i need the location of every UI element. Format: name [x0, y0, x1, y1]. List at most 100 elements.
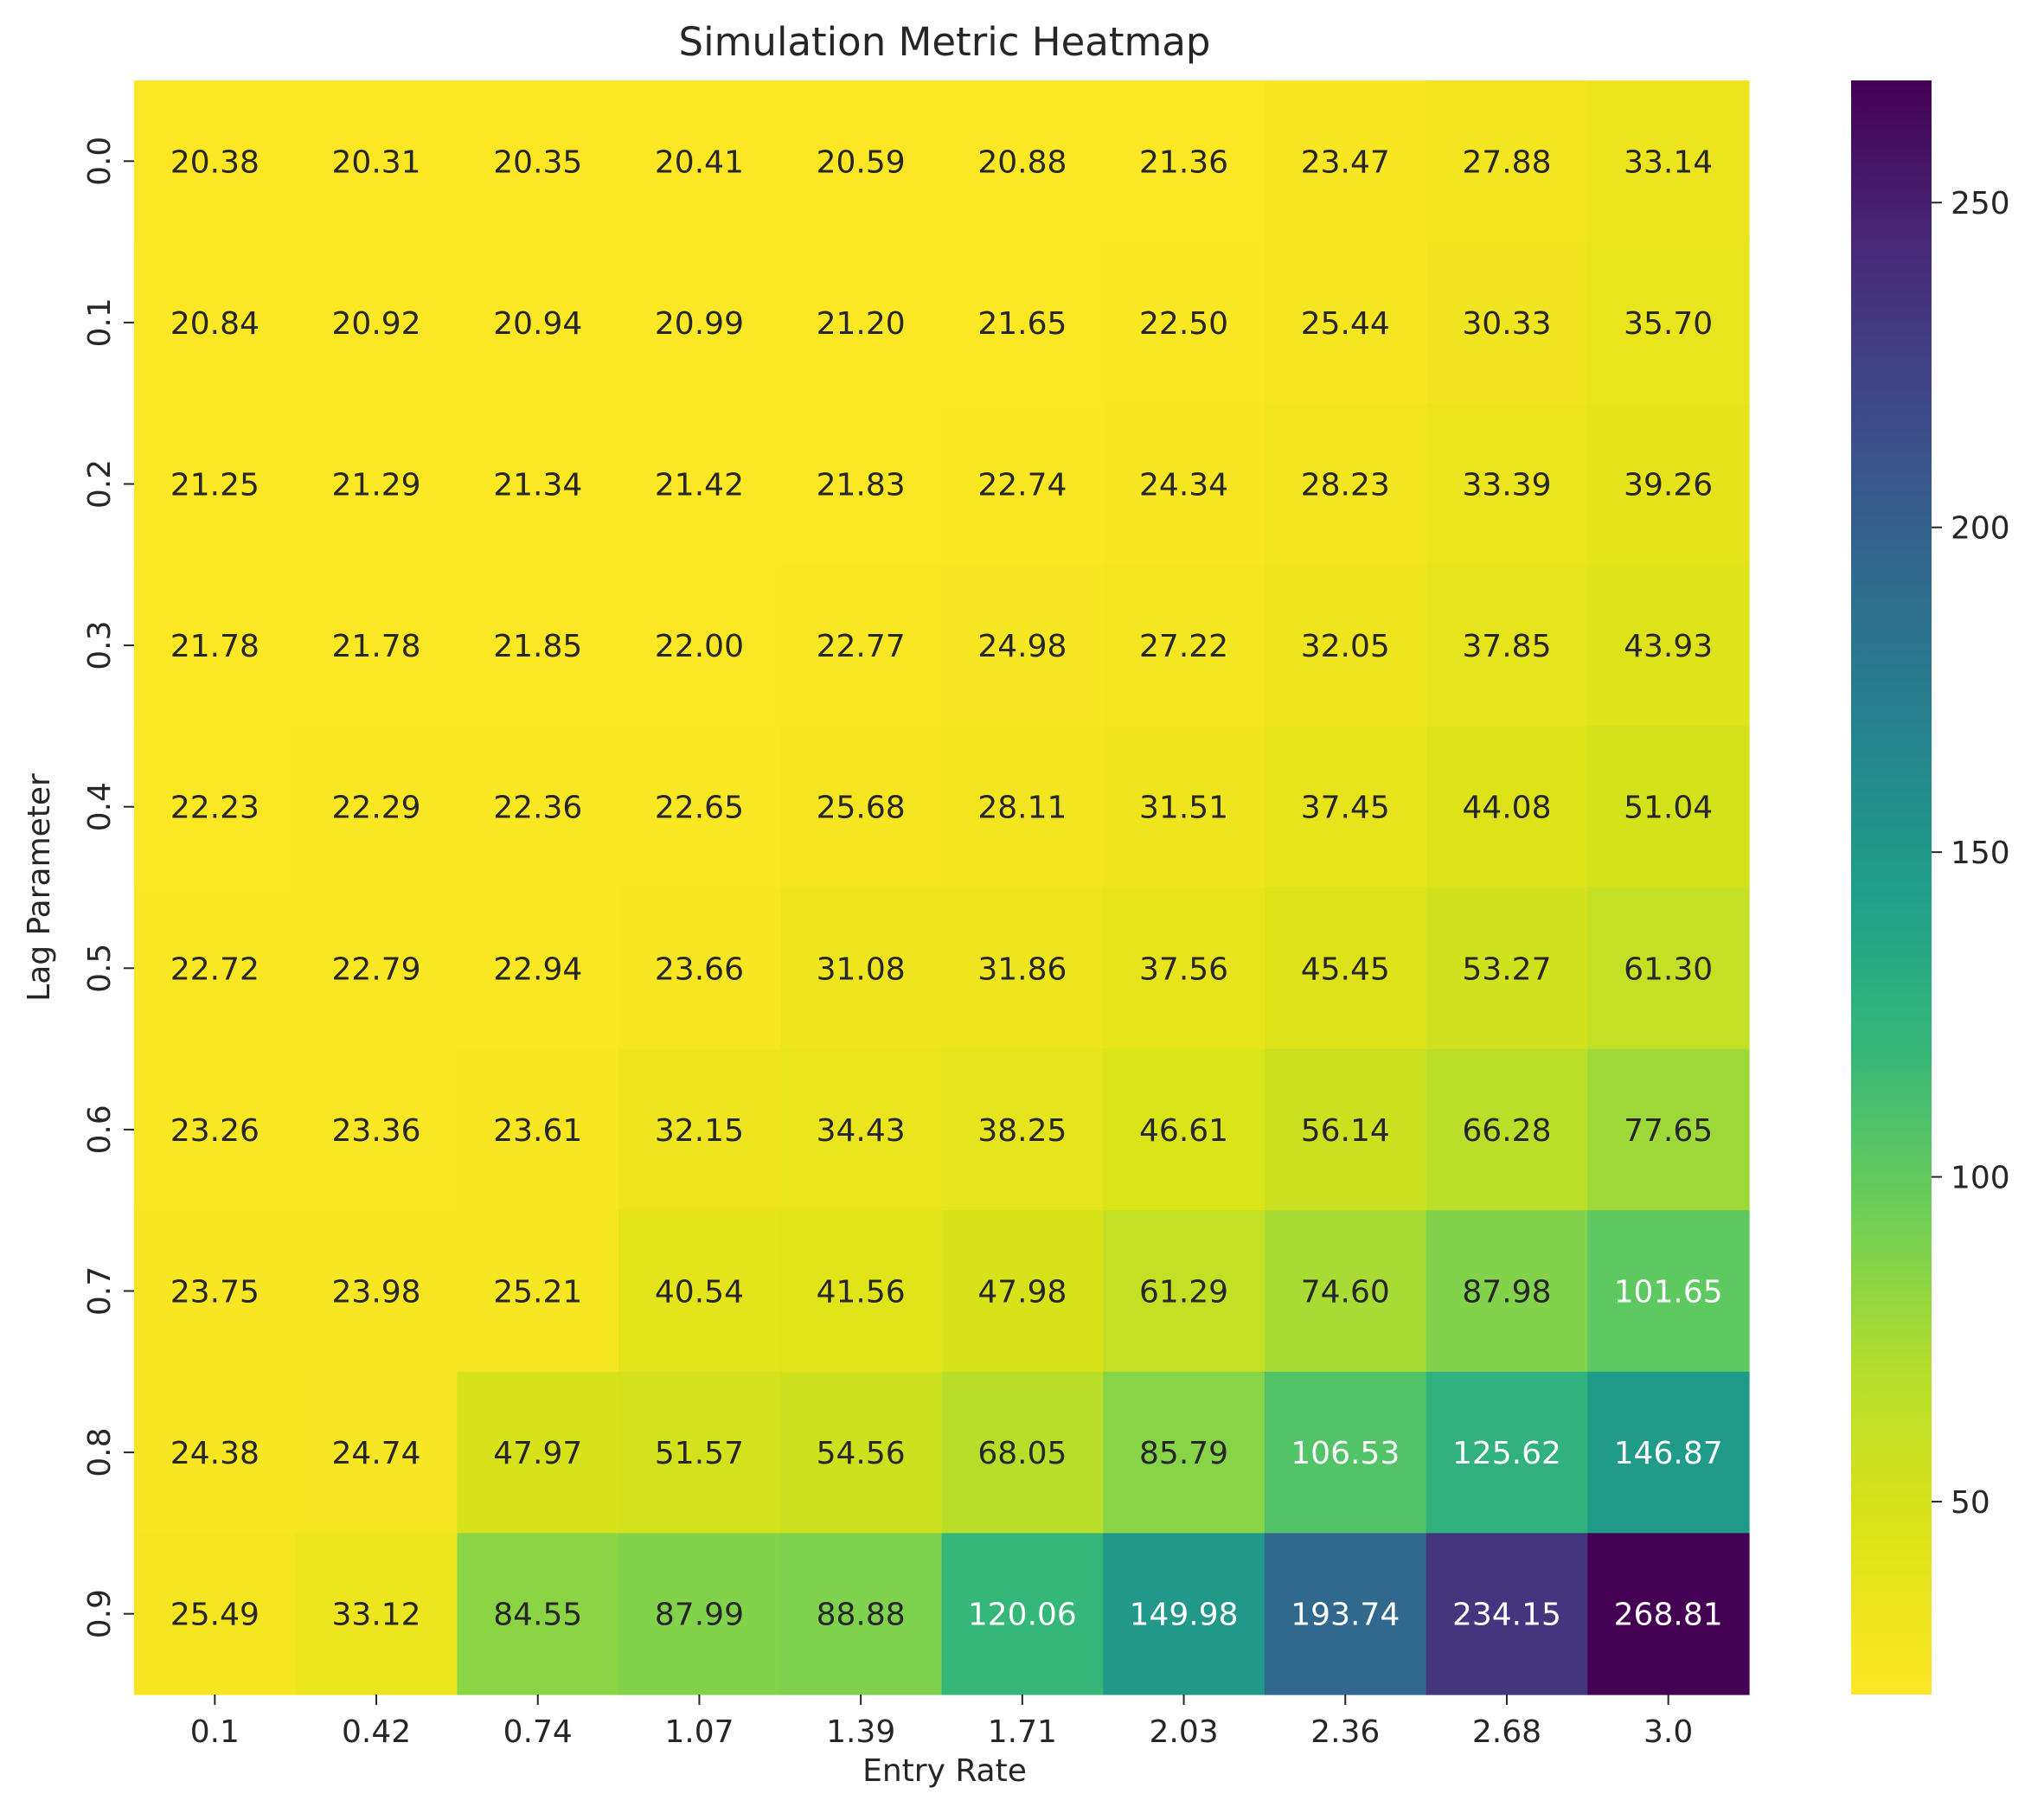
cell-value-label: 34.43 [817, 1113, 906, 1149]
heatmap-cell [618, 887, 781, 1050]
heatmap-cell [618, 564, 781, 727]
cell-value-label: 23.98 [332, 1275, 421, 1310]
heatmap-cell [941, 1371, 1104, 1534]
colorbar-tick-label: 200 [1951, 511, 2010, 547]
heatmap-cell [941, 1210, 1104, 1373]
cell-value-label: 20.92 [332, 306, 421, 342]
cell-value-label: 21.36 [1139, 144, 1228, 180]
heatmap-cell [1426, 403, 1588, 566]
chart-title: Simulation Metric Heatmap [679, 19, 1211, 65]
cell-value-label: 87.99 [655, 1598, 744, 1633]
cell-value-label: 47.97 [493, 1436, 582, 1471]
heatmap-cell [295, 1048, 458, 1211]
y-tick-label: 0.9 [82, 1589, 118, 1638]
heatmap-cell [1264, 726, 1427, 888]
heatmap-cell [1426, 887, 1588, 1050]
y-tick-label: 0.2 [82, 459, 118, 509]
heatmap-cell [457, 1533, 619, 1695]
heatmap-cell [134, 1210, 297, 1373]
heatmap-cell [779, 726, 943, 888]
x-axis: 0.1 0.42 0.74 1.07 1.39 1.71 2.03 2.36 2.68 3.0 [190, 1694, 1693, 1750]
heatmap-cell [134, 1533, 297, 1695]
heatmap-cell [1264, 1533, 1427, 1695]
heatmap-cell [1103, 887, 1265, 1050]
cell-value-label: 106.53 [1291, 1436, 1400, 1471]
cell-value-label: 25.44 [1301, 306, 1390, 342]
heatmap-cell [295, 403, 458, 566]
x-tick-label: 2.68 [1472, 1714, 1541, 1750]
cell-value-label: 61.29 [1139, 1275, 1228, 1310]
heatmap-cell [1264, 1210, 1427, 1373]
cell-value-label: 37.85 [1462, 629, 1551, 664]
cell-value-label: 22.50 [1139, 306, 1228, 342]
heatmap-cell [134, 241, 297, 404]
cell-value-label: 25.21 [493, 1275, 582, 1310]
x-tick-label: 1.71 [988, 1714, 1057, 1750]
cell-value-label: 20.84 [170, 306, 260, 342]
heatmap-cell [295, 1533, 458, 1695]
cell-value-label: 22.79 [332, 951, 421, 987]
cell-value-label: 101.65 [1614, 1275, 1723, 1310]
heatmap-cell [1426, 1533, 1588, 1695]
cell-value-label: 53.27 [1462, 951, 1551, 987]
heatmap-cell [941, 241, 1104, 404]
cell-value-label: 21.85 [493, 629, 582, 664]
heatmap-cell [457, 1048, 619, 1211]
cell-value-label: 23.75 [170, 1275, 260, 1310]
heatmap-cell [1426, 726, 1588, 888]
heatmap-cell [618, 80, 781, 243]
cell-value-label: 21.65 [977, 306, 1067, 342]
cell-value-label: 234.15 [1452, 1598, 1561, 1633]
y-tick-label: 0.5 [82, 944, 118, 993]
cell-value-label: 54.56 [817, 1436, 906, 1471]
heatmap-cell [779, 241, 943, 404]
heatmap-cell [1103, 1210, 1265, 1373]
heatmap-cell [295, 1371, 458, 1534]
y-axis-label: Lag Parameter [22, 773, 57, 1002]
cell-value-label: 23.36 [332, 1113, 421, 1149]
heatmap-cell [941, 1533, 1104, 1695]
y-tick-label: 0.8 [82, 1427, 118, 1477]
cell-value-label: 61.30 [1624, 951, 1713, 987]
heatmap-cell [1587, 726, 1750, 888]
heatmap-cell [618, 1533, 781, 1695]
x-tick-label: 1.07 [664, 1714, 734, 1750]
heatmap-cell [941, 726, 1104, 888]
heatmap-cell [1103, 1048, 1265, 1211]
heatmap-cell [1264, 80, 1427, 243]
cell-value-label: 22.74 [977, 468, 1067, 503]
heatmap-cell [134, 403, 297, 566]
heatmap-cell [779, 1533, 943, 1695]
cell-value-label: 41.56 [817, 1275, 906, 1310]
x-tick-label: 1.39 [826, 1714, 895, 1750]
heatmap-cell [1426, 241, 1588, 404]
cell-value-label: 35.70 [1624, 306, 1713, 342]
cell-value-label: 21.25 [170, 468, 260, 503]
heatmap-cell [618, 726, 781, 888]
cell-value-label: 22.29 [332, 791, 421, 826]
heatmap-cell [1264, 403, 1427, 566]
x-axis-label: Entry Rate [862, 1753, 1027, 1789]
heatmap-cells [134, 80, 1750, 1695]
cell-value-label: 27.88 [1462, 144, 1551, 180]
heatmap-cell [1426, 564, 1588, 727]
heatmap-cell [134, 564, 297, 727]
heatmap-cell [134, 726, 297, 888]
colorbar [1851, 80, 1932, 1694]
cell-value-label: 21.34 [493, 468, 582, 503]
cell-value-label: 23.26 [170, 1113, 260, 1149]
cell-value-label: 37.45 [1301, 791, 1390, 826]
colorbar-tick-label: 50 [1951, 1485, 1990, 1521]
cell-value-label: 74.60 [1301, 1275, 1390, 1310]
heatmap-cell [457, 887, 619, 1050]
cell-value-label: 24.38 [170, 1436, 260, 1471]
cell-value-label: 193.74 [1291, 1598, 1400, 1633]
heatmap-cell [1587, 1533, 1750, 1695]
heatmap-cell [1587, 80, 1750, 243]
cell-value-label: 28.23 [1301, 468, 1390, 503]
heatmap-cell [779, 564, 943, 727]
cell-value-label: 37.56 [1139, 951, 1228, 987]
cell-value-label: 39.26 [1624, 468, 1713, 503]
heatmap-cell [779, 1371, 943, 1534]
cell-value-label: 21.83 [817, 468, 906, 503]
